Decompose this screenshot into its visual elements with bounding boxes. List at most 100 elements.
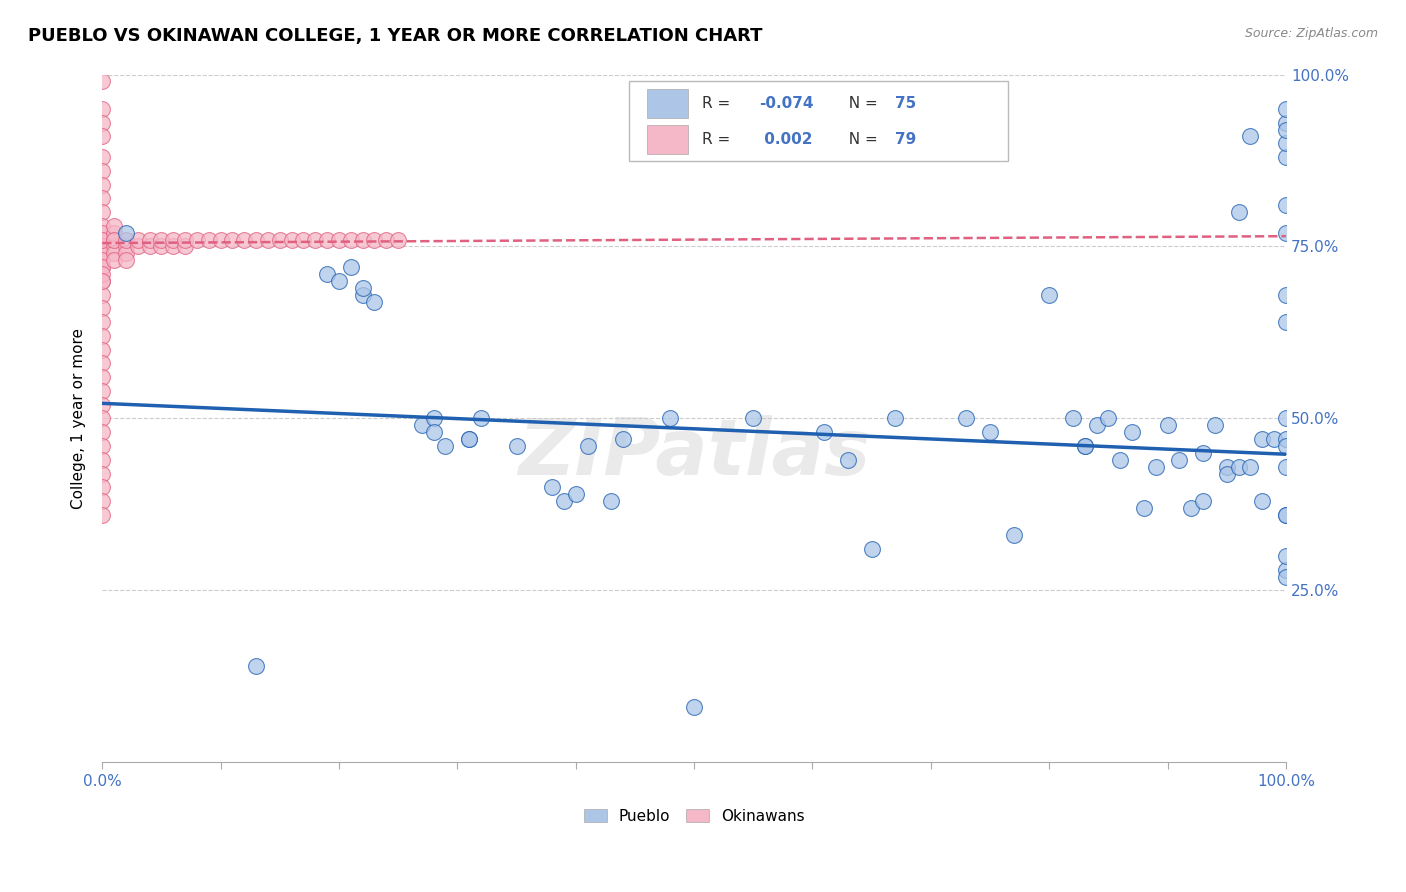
Point: [1251, 432, 1274, 446]
Point: [1275, 459, 1298, 474]
Point: [1275, 432, 1298, 446]
Text: 75: 75: [896, 96, 917, 111]
Point: [1263, 432, 1285, 446]
Point: [813, 425, 835, 440]
Point: [91, 129, 114, 144]
Point: [91, 116, 114, 130]
Point: [162, 239, 184, 253]
Point: [1239, 459, 1261, 474]
Point: [1275, 198, 1298, 212]
Point: [328, 233, 350, 247]
Point: [1192, 494, 1215, 508]
Point: [91, 398, 114, 412]
Point: [91, 246, 114, 260]
Point: [1251, 494, 1274, 508]
Point: [979, 425, 1001, 440]
Point: [257, 233, 280, 247]
Point: [103, 219, 125, 233]
Point: [352, 233, 374, 247]
Point: [1062, 411, 1084, 425]
Point: [91, 439, 114, 453]
Point: [138, 233, 160, 247]
Point: [91, 219, 114, 233]
Point: [1002, 528, 1025, 542]
Point: [612, 432, 634, 446]
Point: [1180, 500, 1202, 515]
Point: [1038, 287, 1060, 301]
Point: [197, 233, 219, 247]
Point: [1275, 122, 1298, 136]
Point: [860, 542, 883, 557]
Text: N =: N =: [838, 96, 882, 111]
Point: [1204, 418, 1226, 433]
Point: [91, 411, 114, 425]
Point: [150, 239, 173, 253]
Point: [1275, 508, 1298, 522]
Point: [470, 411, 492, 425]
Point: [304, 233, 326, 247]
Point: [115, 233, 138, 247]
Point: [91, 301, 114, 316]
Point: [292, 233, 315, 247]
Point: [138, 239, 160, 253]
Point: [955, 411, 977, 425]
Point: [884, 411, 907, 425]
Point: [352, 287, 374, 301]
Point: [174, 239, 197, 253]
Point: [91, 226, 114, 240]
Point: [411, 418, 433, 433]
Point: [1109, 452, 1132, 467]
Point: [1239, 129, 1261, 144]
Point: [174, 233, 197, 247]
Point: [1216, 467, 1239, 481]
Point: [541, 480, 564, 494]
Text: PUEBLO VS OKINAWAN COLLEGE, 1 YEAR OR MORE CORRELATION CHART: PUEBLO VS OKINAWAN COLLEGE, 1 YEAR OR MO…: [28, 27, 762, 45]
Point: [1275, 116, 1298, 130]
Point: [91, 384, 114, 398]
Point: [91, 239, 114, 253]
Point: [458, 432, 481, 446]
Point: [422, 425, 444, 440]
Point: [1275, 439, 1298, 453]
Point: [91, 508, 114, 522]
Point: [422, 411, 444, 425]
Point: [434, 439, 457, 453]
Point: [209, 233, 232, 247]
Point: [1168, 452, 1191, 467]
Point: [1227, 205, 1250, 219]
Point: [91, 164, 114, 178]
Point: [1275, 570, 1298, 584]
Point: [91, 267, 114, 281]
Point: [269, 233, 291, 247]
Point: [363, 294, 385, 309]
Point: [1275, 150, 1298, 164]
Point: [91, 233, 114, 247]
Point: [280, 233, 302, 247]
Point: [103, 246, 125, 260]
Point: [91, 274, 114, 288]
Point: [1275, 287, 1298, 301]
Text: 0.002: 0.002: [759, 132, 813, 147]
FancyBboxPatch shape: [628, 81, 1008, 161]
Point: [1073, 439, 1095, 453]
Point: [328, 274, 350, 288]
Point: [659, 411, 682, 425]
Point: [1133, 500, 1156, 515]
Point: [127, 233, 149, 247]
Point: [91, 315, 114, 329]
Point: [91, 480, 114, 494]
Point: [505, 439, 527, 453]
Point: [1216, 459, 1239, 474]
Point: [340, 260, 363, 274]
Point: [1144, 459, 1167, 474]
Point: [600, 494, 623, 508]
Point: [91, 370, 114, 384]
Point: [1275, 508, 1298, 522]
Point: [91, 74, 114, 88]
Point: [340, 233, 363, 247]
Point: [103, 226, 125, 240]
Point: [91, 102, 114, 116]
Point: [837, 452, 859, 467]
Point: [91, 329, 114, 343]
Bar: [647, 126, 688, 154]
